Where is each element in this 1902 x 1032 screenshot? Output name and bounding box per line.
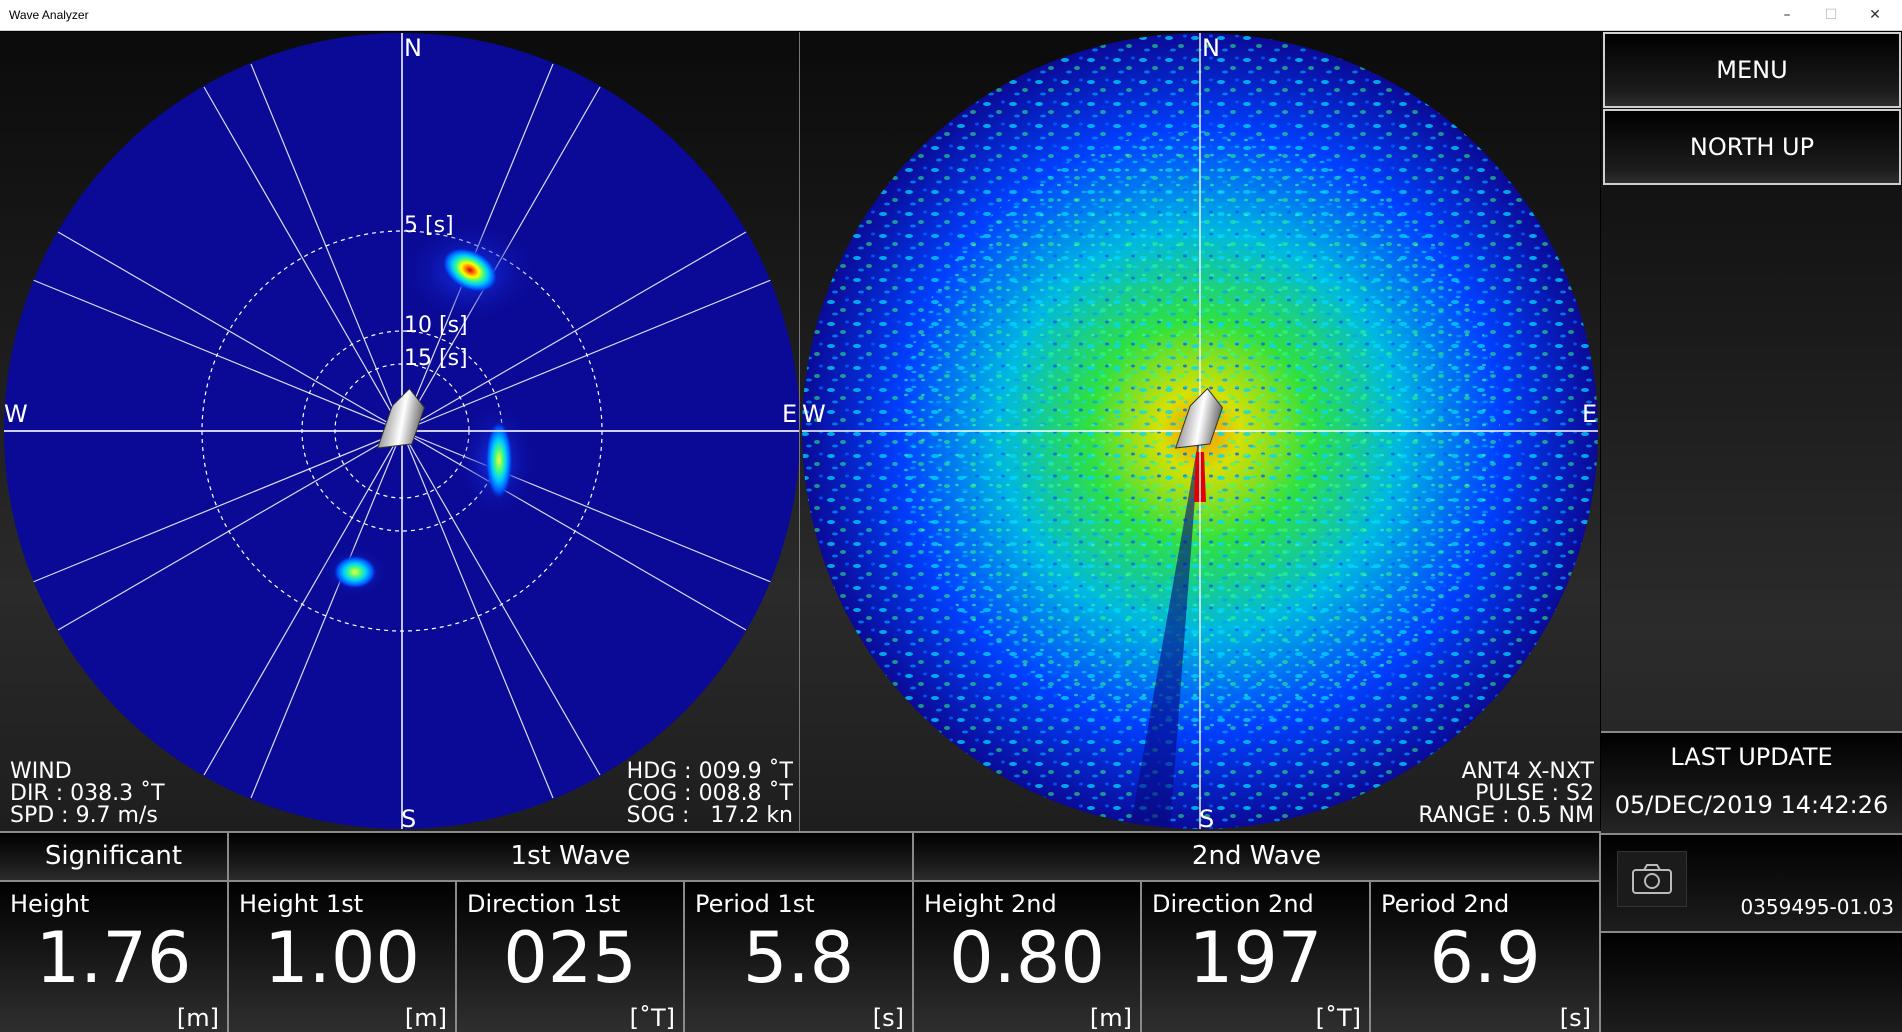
direction-1st-cell: Direction 1st 025 [˚T]	[457, 882, 685, 1032]
spectrum-peak-secondary	[485, 420, 513, 500]
wind-speed: SPD : 9.7 m/s	[10, 803, 158, 828]
cell-unit: [m]	[1089, 1004, 1132, 1032]
cell-unit: [˚T]	[1315, 1004, 1361, 1032]
east-label: E	[1582, 400, 1597, 428]
last-update-label: LAST UPDATE	[1670, 743, 1833, 771]
height-1st-cell: Height 1st 1.00 [m]	[229, 882, 457, 1032]
east-label: E	[782, 400, 797, 428]
cell-value: 025	[503, 917, 637, 999]
sidebar: MENU NORTH UP LAST UPDATE 05/DEC/2019 14…	[1601, 32, 1902, 1032]
west-label: W	[802, 400, 826, 428]
second-wave-header: 2nd Wave	[914, 833, 1601, 882]
last-update-timestamp: 05/DEC/2019 14:42:26	[1614, 791, 1889, 819]
cell-value: 197	[1188, 917, 1323, 999]
camera-icon	[1632, 864, 1672, 894]
cell-label: Direction 1st	[467, 890, 621, 918]
ship-icon	[1174, 387, 1223, 449]
wave-data-grid: Significant 1st Wave 2nd Wave Height 1.7…	[0, 831, 1601, 1032]
navigation-info: HDG : 009.9 ˚T COG : 008.8 ˚T SOG : 17.2…	[627, 761, 793, 827]
wave-spectrum-panel: N S E W 5 [s] 10 [s] 15 [s] WIND DIR : 0…	[0, 32, 799, 831]
cell-value: 6.9	[1429, 917, 1541, 999]
direction-2nd-cell: Direction 2nd 197 [˚T]	[1142, 882, 1371, 1032]
ring-label-15s: 15 [s]	[404, 346, 468, 371]
period-2nd-cell: Period 2nd 6.9 [s]	[1371, 882, 1601, 1032]
significant-height-cell: Height 1.76 [m]	[0, 882, 229, 1032]
cell-value: 1.00	[264, 917, 420, 999]
minimize-button[interactable]: –	[1783, 7, 1791, 23]
cell-label: Direction 2nd	[1152, 890, 1314, 918]
close-button[interactable]: ✕	[1869, 7, 1881, 23]
height-2nd-cell: Height 2nd 0.80 [m]	[914, 882, 1142, 1032]
heading-readout: HDG : 009.9 ˚T	[626, 759, 793, 784]
radar-image-plot: N S E W	[802, 33, 1598, 831]
title-bar: Wave Analyzer – ☐ ✕	[0, 0, 1902, 31]
cell-label: Period 2nd	[1381, 890, 1510, 918]
antenna-readout: ANT4 X-NXT	[1461, 759, 1594, 784]
cell-unit: [m]	[176, 1004, 219, 1032]
ship-icon	[376, 387, 425, 449]
cell-value: 0.80	[949, 917, 1105, 999]
wind-direction: DIR : 038.3 ˚T	[10, 781, 165, 806]
ring-label-5s: 5 [s]	[404, 213, 454, 238]
first-wave-header: 1st Wave	[229, 833, 914, 882]
west-label: W	[4, 400, 28, 428]
period-1st-cell: Period 1st 5.8 [s]	[685, 882, 914, 1032]
screenshot-area: 0359495-01.03	[1601, 833, 1902, 931]
cell-label: Height	[10, 890, 90, 918]
range-readout: RANGE : 0.5 NM	[1418, 803, 1594, 828]
wind-info: WIND DIR : 038.3 ˚T SPD : 9.7 m/s	[10, 761, 165, 827]
wave-spectrum-plot: N S E W 5 [s] 10 [s] 15 [s]	[4, 33, 799, 831]
cell-value: 1.76	[35, 917, 192, 999]
north-label: N	[1202, 34, 1220, 62]
radar-image-panel: N S E W ANT4 X-NXT PULSE : S2 RANGE : 0.…	[800, 32, 1600, 831]
north-up-button[interactable]: NORTH UP	[1603, 109, 1901, 185]
camera-button[interactable]	[1617, 851, 1687, 907]
spectrum-peak-primary	[441, 247, 499, 293]
south-label: S	[401, 805, 416, 831]
cell-value: 5.8	[742, 917, 855, 999]
significant-header: Significant	[0, 833, 229, 882]
menu-button[interactable]: MENU	[1603, 32, 1901, 108]
spectrum-peak-tertiary	[333, 555, 377, 589]
cell-unit: [m]	[404, 1004, 447, 1032]
south-label: S	[1199, 805, 1214, 831]
cell-label: Period 1st	[695, 890, 815, 918]
blank-button-area[interactable]	[1601, 931, 1902, 1032]
software-version: 0359495-01.03	[1740, 895, 1894, 919]
radar-info: ANT4 X-NXT PULSE : S2 RANGE : 0.5 NM	[1418, 761, 1594, 827]
window-title: Wave Analyzer	[9, 8, 89, 22]
last-update-panel: LAST UPDATE 05/DEC/2019 14:42:26	[1601, 731, 1902, 833]
sog-readout: SOG : 17.2 kn	[626, 803, 793, 828]
pulse-readout: PULSE : S2	[1475, 781, 1594, 806]
cell-unit: [˚T]	[629, 1004, 675, 1032]
cell-label: Height 2nd	[924, 890, 1057, 918]
cell-label: Height 1st	[239, 890, 364, 918]
cog-readout: COG : 008.8 ˚T	[627, 781, 793, 806]
maximize-button[interactable]: ☐	[1824, 7, 1838, 23]
cell-unit: [s]	[872, 1004, 904, 1032]
wind-label: WIND	[10, 759, 72, 784]
cell-unit: [s]	[1559, 1004, 1591, 1032]
ring-label-10s: 10 [s]	[404, 313, 468, 338]
north-label: N	[404, 34, 422, 62]
